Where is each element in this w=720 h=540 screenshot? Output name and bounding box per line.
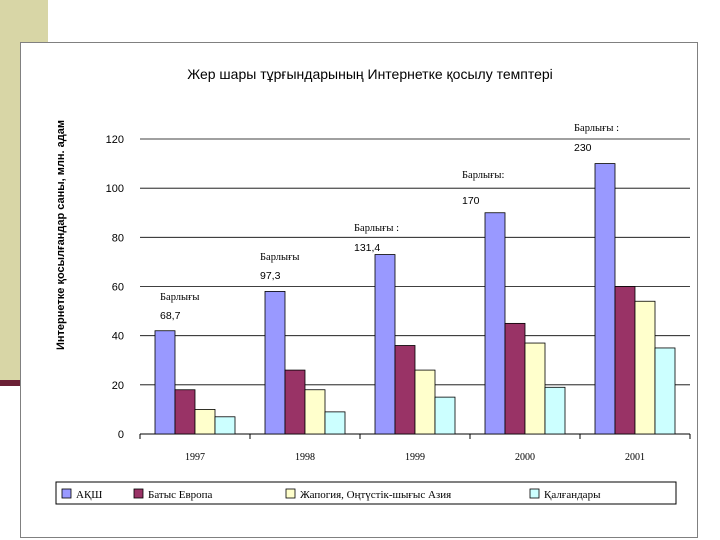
legend: АҚШ Батыс Европа Жапогия, Оңтүстік-шығыс А… — [55, 481, 677, 505]
bar — [614, 286, 636, 435]
bar — [654, 347, 676, 435]
legend-swatch — [285, 488, 296, 499]
y-tick-label: 120 — [106, 134, 124, 146]
y-tick-label: 40 — [112, 331, 124, 343]
annotation-value: 230 — [574, 142, 592, 154]
x-tick-label: 2001 — [625, 452, 645, 463]
y-tick-label: 100 — [106, 183, 124, 195]
x-tick-label: 1997 — [185, 452, 205, 463]
legend-swatch — [529, 488, 540, 499]
annotation-value: 68,7 — [160, 310, 181, 322]
bar-layer — [154, 163, 676, 435]
y-tick-label: 0 — [118, 429, 124, 441]
legend-entry: Қалғандары — [544, 489, 601, 501]
x-tick-label: 1998 — [295, 452, 315, 463]
bar — [594, 163, 616, 435]
bar — [394, 345, 416, 435]
annotation-label: Барлығы — [260, 252, 299, 263]
annotation-value: 131,4 — [354, 242, 380, 254]
y-tick-label: 80 — [112, 232, 124, 244]
y-axis-label: Интернетке қосылғандар саны, млн. адам — [55, 120, 67, 350]
legend-swatch — [133, 488, 144, 499]
bar — [324, 411, 346, 435]
bar — [304, 389, 326, 435]
bar — [174, 389, 196, 435]
legend-entry: АҚШ — [76, 489, 102, 501]
bar — [414, 369, 436, 435]
annotation-value: 97,3 — [260, 270, 281, 282]
bar — [194, 409, 216, 435]
annotation-label: Барлығы — [160, 292, 199, 303]
bar — [544, 386, 566, 435]
annotation-layer: Барлығы 68,7 Барлығы 97,3 Барлығы : 131,4 Барл… — [160, 123, 619, 322]
bar — [154, 330, 176, 435]
bar — [214, 416, 236, 435]
chart-title: Жер шары тұрғындарының Интернетке қосылу… — [187, 66, 553, 82]
bar — [634, 300, 656, 435]
legend-box — [55, 481, 677, 505]
legend-swatch — [61, 488, 72, 499]
bar — [434, 396, 456, 435]
y-tick-label: 20 — [112, 380, 124, 392]
bar — [524, 342, 546, 435]
x-tick-label: 2000 — [515, 452, 535, 463]
legend-entry: Батыс Европа — [148, 489, 213, 501]
bar — [374, 254, 396, 435]
annotation-value: 170 — [462, 195, 480, 207]
annotation-label: Барлығы : — [574, 123, 619, 134]
slide-decoration-top — [48, 0, 720, 40]
bar — [504, 322, 526, 435]
y-tick-label: 60 — [112, 282, 124, 294]
legend-entry: Жапогия, Оңтүстік-шығыс Азия — [300, 489, 451, 501]
annotation-label: Барлығы: — [462, 170, 504, 181]
x-tick-label: 1999 — [405, 452, 425, 463]
bar — [264, 291, 286, 435]
bar — [284, 369, 306, 435]
annotation-label: Барлығы : — [354, 223, 399, 234]
chart-frame — [20, 42, 698, 538]
bar — [484, 212, 506, 435]
